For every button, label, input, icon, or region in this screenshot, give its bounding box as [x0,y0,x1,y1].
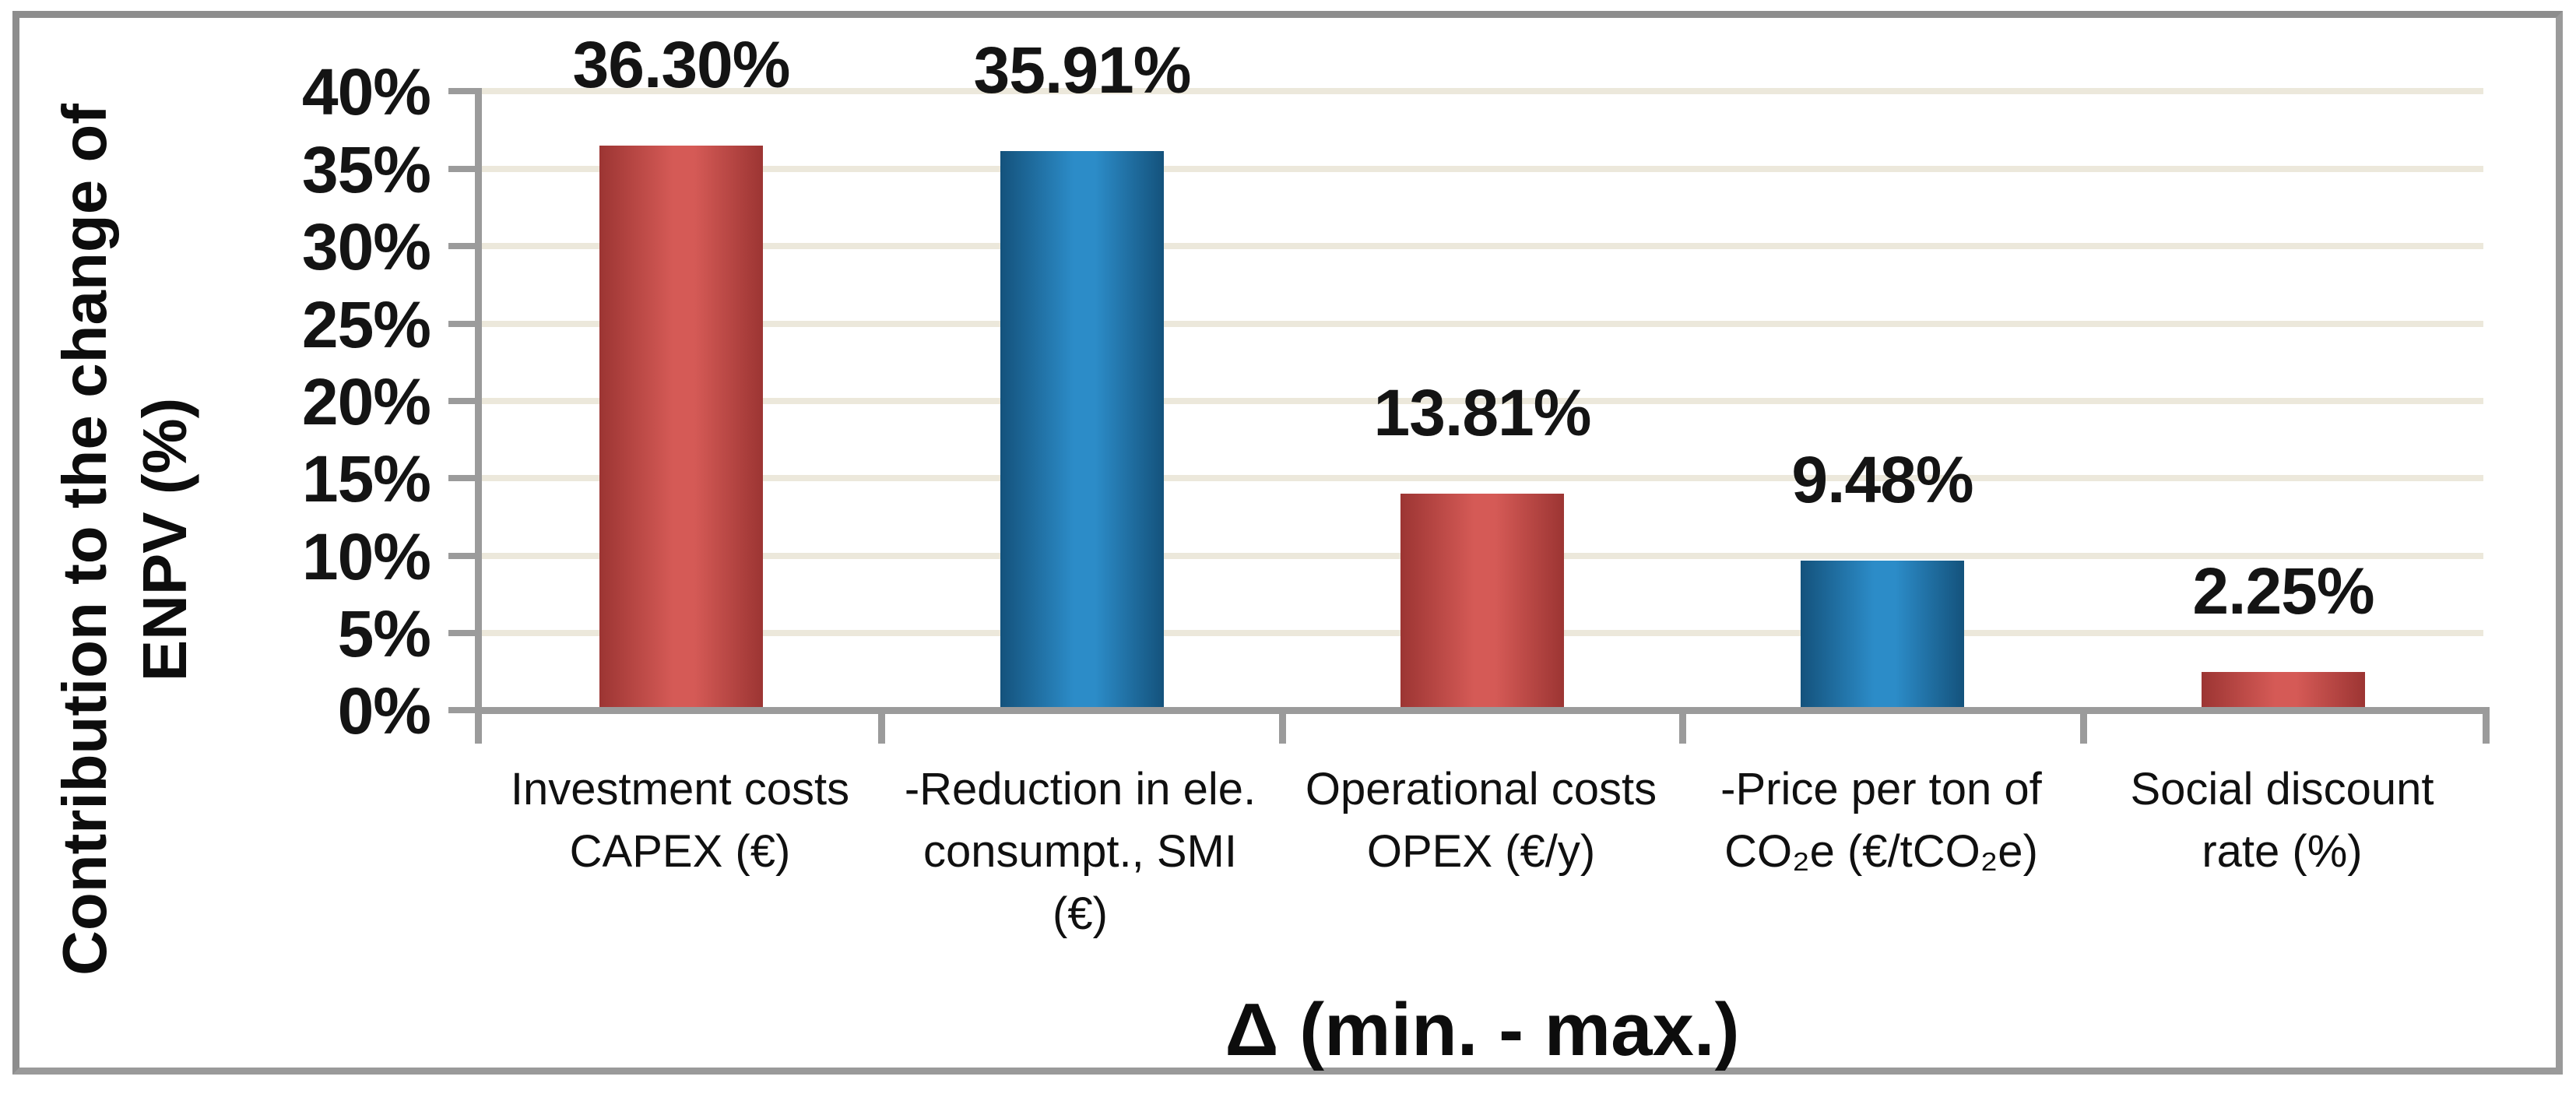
y-tick-mark [448,630,481,636]
bar-price-per-ton-co2e [1801,561,1964,707]
category-label-line: -Price per ton of [1720,764,2042,814]
x-tick-mark [2483,714,2490,744]
x-tick-mark [878,714,885,744]
data-label: 35.91% [973,33,1192,107]
y-axis-title-line: ENPV (%) [130,397,199,682]
y-axis-line [475,88,482,720]
gridline-20 [481,398,2483,404]
chart-border [12,11,2563,1075]
y-tick-label: 30% [301,210,431,283]
category-label-line: Social discount [2130,764,2434,814]
y-tick-mark [448,321,481,327]
x-axis-title: Δ (min. - max.) [1225,988,1740,1071]
y-tick-mark [448,88,481,94]
x-axis-line [475,707,2490,714]
y-tick-label: 25% [301,288,431,361]
y-tick-mark [448,243,481,249]
gridline-35 [481,166,2483,172]
x-tick-mark [1679,714,1686,744]
category-label: -Price per ton of CO₂e (€/tCO₂e) [1681,758,2082,883]
x-tick-mark [475,714,482,744]
y-tick-label: 20% [301,365,431,438]
category-label-line: Operational costs [1305,764,1657,814]
y-tick-label: 0% [337,674,431,748]
category-label-line: -Reduction in ele. [904,764,1256,814]
gridline-15 [481,475,2483,481]
y-tick-label: 35% [301,133,431,206]
y-tick-label: 40% [301,55,431,128]
category-label: -Reduction in ele. consumpt., SMI (€) [880,758,1281,945]
y-tick-mark [448,707,481,713]
bar-investment-costs-capex [599,146,763,707]
x-tick-mark [1279,714,1286,744]
gridline-40 [481,88,2483,94]
category-label-line: rate (%) [2202,826,2363,877]
category-label-line: consumpt., SMI [923,826,1237,877]
category-label-line: CAPEX (€) [569,826,791,877]
gridline-25 [481,321,2483,327]
data-label: 9.48% [1791,443,1973,516]
y-axis-title-line: Contribution to the change of [50,104,119,976]
category-label: Investment costs CAPEX (€) [480,758,880,883]
category-label: Operational costs OPEX (€/y) [1281,758,1682,883]
y-tick-mark [448,166,481,172]
category-label-line: (€) [1053,888,1108,939]
category-label-line: Investment costs [510,764,850,814]
y-tick-label: 10% [301,520,431,593]
y-tick-mark [448,475,481,481]
bar-operational-costs-opex [1400,494,1564,707]
y-axis-title: Contribution to the change of ENPV (%) [44,69,208,1011]
category-label: Social discount rate (%) [2082,758,2483,883]
category-label-line: OPEX (€/y) [1366,826,1596,877]
data-label: 2.25% [2192,554,2374,628]
bar-social-discount-rate [2202,672,2365,707]
data-label: 36.30% [572,28,791,101]
x-tick-mark [2080,714,2087,744]
y-tick-mark [448,398,481,404]
data-label: 13.81% [1373,376,1592,449]
category-label-line: CO₂e (€/tCO₂e) [1724,826,2038,877]
y-tick-mark [448,553,481,559]
y-tick-label: 5% [337,597,431,670]
y-tick-label: 15% [301,442,431,515]
bar-reduction-ele-consumpt-smi [1000,151,1164,707]
gridline-30 [481,243,2483,249]
